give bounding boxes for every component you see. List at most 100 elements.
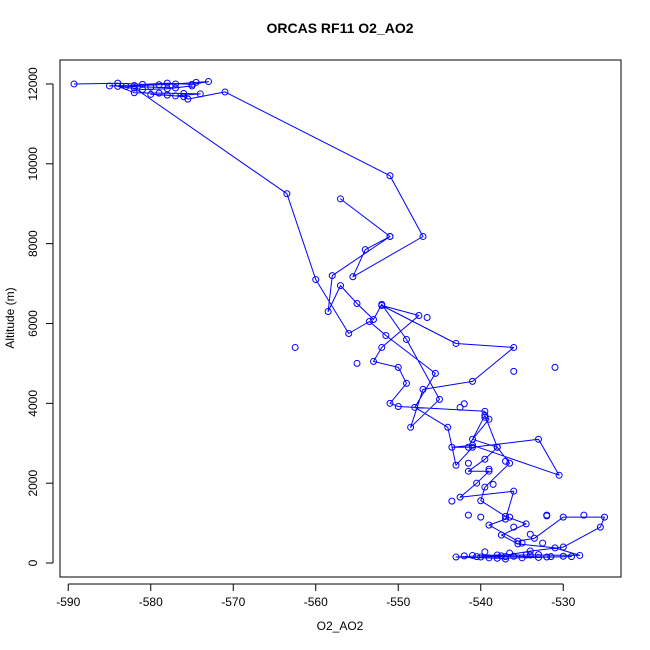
data-point: [464, 511, 472, 519]
data-point: [188, 82, 196, 90]
data-point: [172, 92, 179, 100]
data-point: [481, 483, 489, 491]
data-point: [518, 554, 526, 562]
data-point: [543, 512, 551, 520]
data-point: [106, 82, 113, 90]
data-point: [502, 553, 509, 561]
data-point: [514, 540, 522, 548]
data-point: [460, 552, 468, 560]
plot-area: -590 -580 -570 -560 -550 -540 -530 0 2000 4000 60…: [26, 59, 622, 609]
data-point: [535, 435, 542, 443]
data-point: [452, 339, 460, 347]
data-point: [460, 400, 468, 408]
data-point: [464, 459, 472, 467]
data-point: [502, 457, 509, 465]
data-point: [477, 497, 485, 505]
data-point: [469, 443, 476, 451]
data-point: [502, 512, 509, 520]
data-point: [382, 331, 390, 339]
data-point: [510, 343, 518, 351]
data-point: [452, 553, 460, 561]
data-point: [481, 411, 489, 419]
data-point: [493, 443, 501, 451]
data-point: [312, 276, 320, 284]
x-axis-label: O2_AO2: [317, 619, 364, 633]
data-point: [431, 369, 439, 377]
data-point: [163, 91, 171, 99]
data-point: [436, 395, 443, 403]
data-point: [205, 78, 212, 86]
data-point: [130, 82, 138, 90]
data-point: [477, 513, 485, 521]
data-point: [526, 551, 534, 559]
y-tick-label: 10000: [26, 147, 40, 181]
data-point: [497, 531, 505, 539]
data-point: [535, 551, 542, 559]
x-tick-label: -590: [56, 595, 80, 609]
data-point: [172, 84, 179, 92]
data-point: [324, 308, 332, 316]
data-point: [448, 497, 456, 505]
data-point: [530, 534, 538, 542]
data-point: [130, 84, 138, 92]
data-point: [485, 465, 493, 473]
data-point: [485, 554, 493, 562]
data-point: [485, 467, 493, 475]
data-point: [345, 329, 353, 337]
data-point: [506, 549, 514, 557]
data-point: [489, 480, 497, 488]
data-point: [403, 379, 410, 387]
data-point: [596, 523, 604, 531]
data-point: [415, 312, 423, 320]
data-point: [155, 81, 163, 89]
data-point: [510, 487, 518, 495]
data-point: [365, 317, 373, 325]
data-point: [576, 551, 584, 559]
data-point: [535, 553, 542, 561]
data-point: [130, 89, 138, 97]
x-tick-label: -530: [551, 595, 575, 609]
data-point: [370, 357, 377, 365]
data-point: [477, 553, 485, 561]
data-point: [547, 553, 555, 561]
data-point: [456, 493, 464, 501]
data-point: [172, 80, 179, 88]
y-axis: 0 2000 4000 6000 8000 10000 12000: [26, 67, 54, 566]
data-point: [464, 443, 472, 451]
data-point: [539, 539, 547, 547]
data-point: [70, 80, 78, 88]
data-point: [559, 513, 567, 521]
data-point: [452, 461, 460, 469]
data-point: [543, 553, 551, 561]
data-point: [419, 385, 427, 393]
data-point: [114, 79, 122, 87]
data-point: [114, 82, 122, 90]
data-point: [180, 90, 188, 98]
series-layer: [73, 81, 605, 559]
chart-title: ORCAS RF11 O2_AO2: [266, 20, 413, 36]
data-point: [506, 513, 514, 521]
y-tick-label: 0: [26, 559, 40, 566]
plot-frame: [59, 59, 622, 578]
x-tick-label: -580: [139, 595, 163, 609]
data-point: [353, 359, 361, 367]
data-point: [353, 300, 361, 308]
data-point: [394, 403, 402, 411]
data-point: [361, 246, 369, 254]
data-point: [473, 479, 481, 487]
data-point: [291, 343, 299, 351]
data-point: [411, 403, 419, 411]
y-tick-label: 6000: [26, 310, 40, 337]
data-point: [456, 403, 464, 411]
data-point: [139, 80, 146, 88]
data-point: [580, 511, 588, 519]
data-point: [551, 544, 559, 552]
data-point: [337, 195, 344, 203]
data-point: [448, 443, 456, 451]
x-tick-label: -570: [221, 595, 245, 609]
x-tick-label: -560: [304, 595, 328, 609]
data-point: [349, 273, 357, 281]
